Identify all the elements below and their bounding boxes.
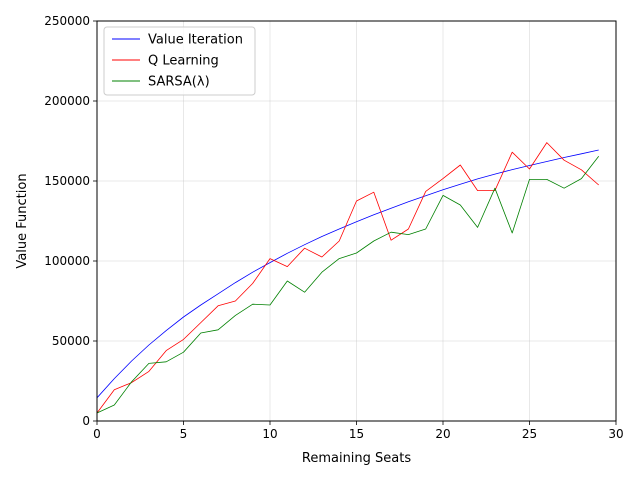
legend-box xyxy=(103,26,256,96)
series-line-1 xyxy=(96,142,599,414)
legend-label: SARSA(λ) xyxy=(148,75,210,90)
y-tick-label: 250000 xyxy=(44,14,90,28)
y-tick-label: 0 xyxy=(82,414,90,428)
legend: Value Iteration Q Learning SARSA(λ) xyxy=(103,26,256,96)
y-tick-label: 50000 xyxy=(52,334,90,348)
x-tick-label: 25 xyxy=(522,427,537,441)
series-line-2 xyxy=(96,155,600,414)
y-axis: 0 50000 100000 150000 200000 250000 xyxy=(44,14,97,428)
x-axis-label: Remaining Seats xyxy=(302,451,411,466)
series-line-0 xyxy=(96,149,599,399)
x-tick-label: 15 xyxy=(349,427,364,441)
legend-label: Q Learning xyxy=(148,54,219,69)
y-axis-label: Value Function xyxy=(15,173,30,268)
x-tick-label: 30 xyxy=(608,427,623,441)
series-layer xyxy=(96,142,600,414)
x-tick-label: 10 xyxy=(262,427,277,441)
x-tick-label: 0 xyxy=(93,427,101,441)
x-tick-label: 5 xyxy=(180,427,188,441)
x-axis: 0 5 10 15 20 25 30 xyxy=(93,421,624,441)
x-tick-label: 20 xyxy=(435,427,450,441)
legend-label: Value Iteration xyxy=(148,33,243,48)
y-tick-label: 100000 xyxy=(44,254,90,268)
y-tick-label: 200000 xyxy=(44,94,90,108)
y-tick-label: 150000 xyxy=(44,174,90,188)
